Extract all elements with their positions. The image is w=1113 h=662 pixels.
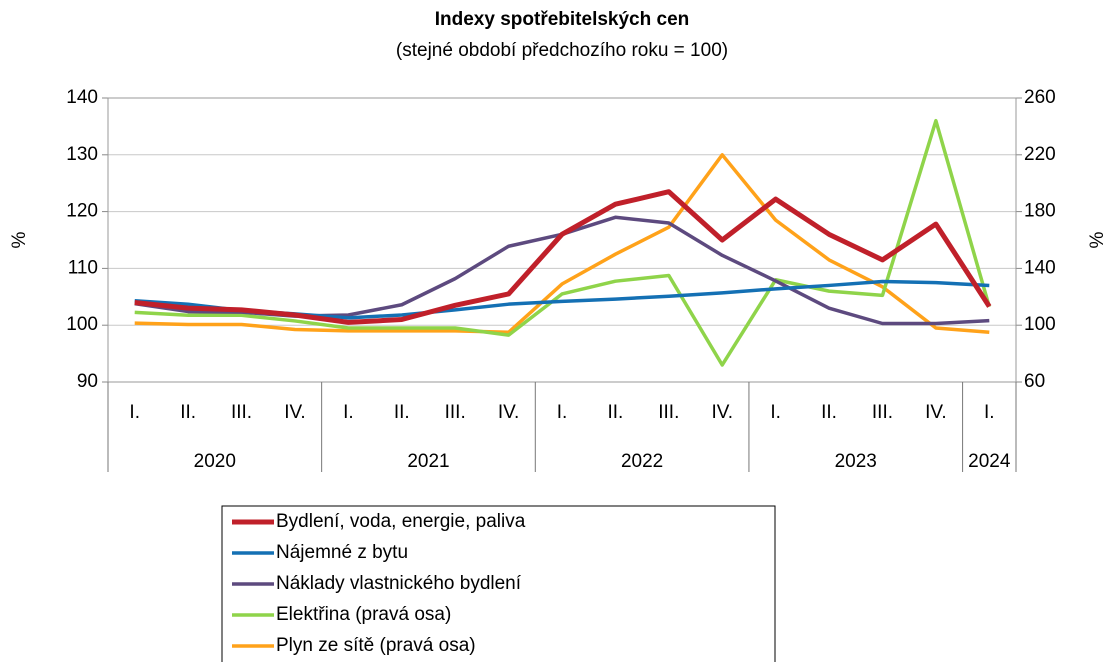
- y2-tick-label: 260: [1024, 87, 1056, 108]
- y-tick-label: 140: [66, 87, 98, 108]
- y2-tick-label: 100: [1024, 314, 1056, 335]
- y2-axis-label: %: [1087, 231, 1108, 248]
- x-tick-label: I.: [343, 402, 354, 423]
- x-tick-label: IV.: [711, 402, 733, 423]
- y2-tick-label: 140: [1024, 257, 1056, 278]
- y2-tick-label: 180: [1024, 201, 1056, 222]
- x-tick-label: I.: [770, 402, 781, 423]
- y-tick-label: 130: [66, 144, 98, 165]
- x-tick-label: II.: [607, 402, 623, 423]
- chart-title: Indexy spotřebitelských cen: [435, 9, 690, 30]
- x-tick-label: II.: [821, 402, 837, 423]
- x-group-label: 2022: [621, 451, 663, 472]
- x-group-label: 2024: [968, 451, 1011, 472]
- x-tick-label: III.: [445, 402, 466, 423]
- y2-tick-label: 220: [1024, 144, 1056, 165]
- series-line: [134, 189, 992, 325]
- x-tick-label: III.: [872, 402, 893, 423]
- y-tick-label: 100: [66, 314, 98, 335]
- legend-label: Elektřina (pravá osa): [276, 604, 451, 625]
- y-tick-label: 90: [77, 371, 98, 392]
- x-tick-label: IV.: [284, 402, 306, 423]
- x-tick-label: IV.: [925, 402, 947, 423]
- x-tick-label: II.: [180, 402, 196, 423]
- x-tick-label: IV.: [498, 402, 520, 423]
- x-tick-label: I.: [557, 402, 568, 423]
- legend-label: Nájemné z bytu: [276, 542, 408, 563]
- x-group-label: 2021: [407, 451, 449, 472]
- x-tick-label: I.: [129, 402, 140, 423]
- x-group-label: 2020: [194, 451, 236, 472]
- chart-subtitle: (stejné období předchozího roku = 100): [396, 40, 728, 61]
- series-line: [134, 118, 991, 367]
- y-axis-label: %: [9, 231, 30, 248]
- legend-box: [221, 505, 776, 662]
- plot-frame: [107, 97, 1017, 383]
- x-tick-label: III.: [231, 402, 252, 423]
- x-tick-label: I.: [984, 402, 995, 423]
- x-tick-label: II.: [394, 402, 410, 423]
- x-tick-label: III.: [658, 402, 679, 423]
- y-tick-label: 120: [66, 201, 98, 222]
- y-tick-label: 110: [68, 257, 98, 278]
- series-line: [134, 153, 990, 335]
- legend-label: Náklady vlastnického bydlení: [276, 573, 522, 594]
- y2-tick-label: 60: [1024, 371, 1045, 392]
- x-group-label: 2023: [835, 451, 877, 472]
- legend-label: Plyn ze sítě (pravá osa): [276, 635, 476, 656]
- legend-label: Bydlení, voda, energie, paliva: [276, 511, 526, 532]
